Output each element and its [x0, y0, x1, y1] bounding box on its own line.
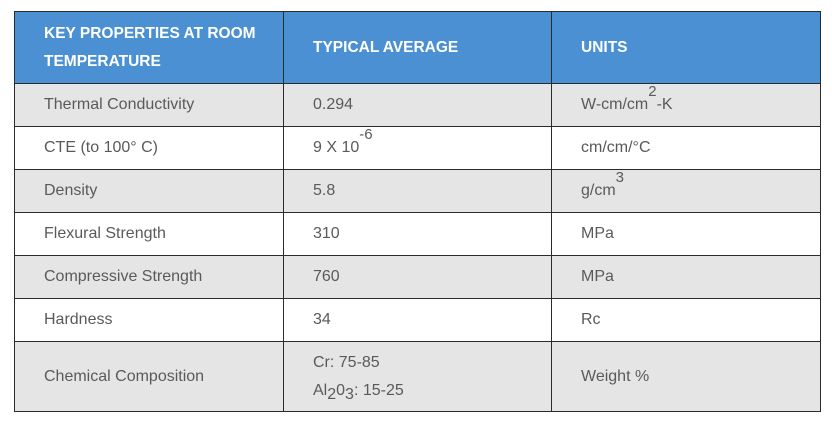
unit-base: W-cm/cm — [581, 96, 649, 113]
unit-cell: cm/cm/°C — [551, 126, 821, 170]
unit-cell: W-cm/cm2-K — [551, 83, 821, 127]
property-cell: Density — [14, 169, 284, 213]
property-cell: Compressive Strength — [14, 255, 284, 299]
unit-superscript: 2 — [648, 83, 657, 100]
property-cell: Hardness — [14, 298, 284, 342]
value-cell: 760 — [283, 255, 552, 299]
table-row: Thermal Conductivity 0.294 W-cm/cm2-K — [14, 83, 821, 127]
formula-subscript: 3 — [345, 385, 354, 403]
value-cell: 310 — [283, 212, 552, 256]
value-cell: 9 X 10-6 — [283, 126, 552, 170]
unit-tail: -K — [656, 96, 673, 113]
value-base: 9 X 10 — [313, 139, 360, 156]
formula-part: Al — [313, 381, 328, 399]
property-cell: Flexural Strength — [14, 212, 284, 256]
table-header-row: KEY PROPERTIES AT ROOM TEMPERATURE TYPIC… — [14, 11, 821, 84]
property-cell: Thermal Conductivity — [14, 83, 284, 127]
unit-cell: MPa — [551, 255, 821, 299]
unit-base: g/cm — [581, 182, 616, 199]
property-cell: Chemical Composition — [14, 341, 284, 412]
unit-cell: Rc — [551, 298, 821, 342]
property-cell: CTE (to 100° C) — [14, 126, 284, 170]
table-row: Hardness 34 Rc — [14, 298, 821, 342]
table-row: Chemical Composition Cr: 75-85 Al203: 15… — [14, 341, 821, 412]
formula-subscript: 2 — [327, 385, 337, 403]
composition-line-2: Al203: 15-25 — [313, 377, 551, 405]
unit-cell: MPa — [551, 212, 821, 256]
header-typical-average: TYPICAL AVERAGE — [283, 11, 552, 84]
table-row: Density 5.8 g/cm3 — [14, 169, 821, 213]
header-units: UNITS — [551, 11, 821, 84]
value-cell: 34 — [283, 298, 552, 342]
value-superscript: -6 — [359, 126, 373, 143]
unit-cell: Weight % — [551, 341, 821, 412]
table-row: Flexural Strength 310 MPa — [14, 212, 821, 256]
value-cell: 0.294 — [283, 83, 552, 127]
composition-line-1: Cr: 75-85 — [313, 353, 380, 371]
table-row: Compressive Strength 760 MPa — [14, 255, 821, 299]
unit-cell: g/cm3 — [551, 169, 821, 213]
properties-table: KEY PROPERTIES AT ROOM TEMPERATURE TYPIC… — [14, 11, 821, 412]
value-cell: Cr: 75-85 Al203: 15-25 — [283, 341, 552, 412]
value-cell: 5.8 — [283, 169, 552, 213]
table-row: CTE (to 100° C) 9 X 10-6 cm/cm/°C — [14, 126, 821, 170]
unit-superscript: 3 — [615, 169, 625, 186]
header-key-properties: KEY PROPERTIES AT ROOM TEMPERATURE — [14, 11, 284, 84]
formula-part: 0 — [336, 381, 346, 399]
formula-part: : 15-25 — [353, 381, 404, 399]
